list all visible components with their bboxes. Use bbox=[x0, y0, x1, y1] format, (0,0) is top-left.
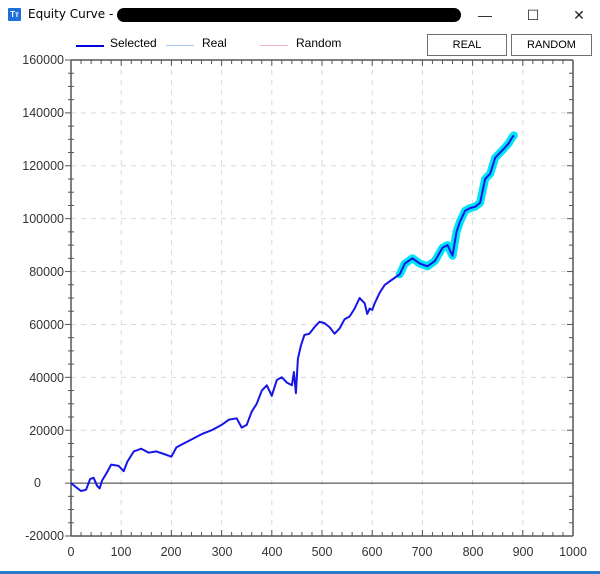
y-tick-label: 140000 bbox=[22, 106, 64, 120]
y-tick-label: 100000 bbox=[22, 212, 64, 226]
minimize-button[interactable]: — bbox=[478, 7, 492, 23]
x-tick-label: 100 bbox=[110, 545, 132, 559]
y-tick-label: 40000 bbox=[29, 371, 64, 385]
legend-label-selected: Selected bbox=[110, 36, 157, 50]
x-tick-label: 1000 bbox=[559, 545, 587, 559]
y-tick-label: 20000 bbox=[29, 424, 64, 438]
window-title: Equity Curve - bbox=[28, 7, 114, 21]
app-icon: Tт bbox=[8, 8, 21, 21]
legend-label-real: Real bbox=[202, 36, 227, 50]
y-tick-label: 0 bbox=[34, 476, 41, 490]
random-button[interactable]: RANDOM bbox=[511, 34, 592, 56]
y-tick-label: 160000 bbox=[22, 53, 64, 67]
title-bar: Tт Equity Curve - — ☐ ✕ bbox=[0, 0, 600, 30]
x-tick-label: 400 bbox=[261, 545, 283, 559]
y-tick-label: -20000 bbox=[25, 529, 64, 543]
x-tick-label: 0 bbox=[67, 545, 75, 559]
redacted-title-text bbox=[117, 8, 461, 22]
x-tick-label: 600 bbox=[361, 545, 383, 559]
x-tick-label: 300 bbox=[211, 545, 233, 559]
chart-axes bbox=[65, 59, 574, 537]
maximize-button[interactable]: ☐ bbox=[526, 7, 540, 23]
close-button[interactable]: ✕ bbox=[573, 7, 585, 23]
x-tick-label: 800 bbox=[462, 545, 484, 559]
real-button[interactable]: REAL bbox=[427, 34, 507, 56]
legend-swatch-real bbox=[166, 45, 194, 46]
x-tick-label: 200 bbox=[160, 545, 182, 559]
legend-swatch-selected bbox=[76, 45, 104, 47]
chart-grid bbox=[71, 60, 573, 536]
window-bottom-border bbox=[0, 571, 600, 574]
x-tick-label: 900 bbox=[512, 545, 534, 559]
x-tick-label: 500 bbox=[311, 545, 333, 559]
y-tick-label: 120000 bbox=[22, 159, 64, 173]
y-tick-label: 60000 bbox=[29, 318, 64, 332]
y-tick-label: 80000 bbox=[29, 265, 64, 279]
x-tick-label: 700 bbox=[411, 545, 433, 559]
legend-swatch-random bbox=[260, 45, 288, 46]
selected-equity-line bbox=[70, 134, 515, 492]
legend-label-random: Random bbox=[296, 36, 342, 50]
